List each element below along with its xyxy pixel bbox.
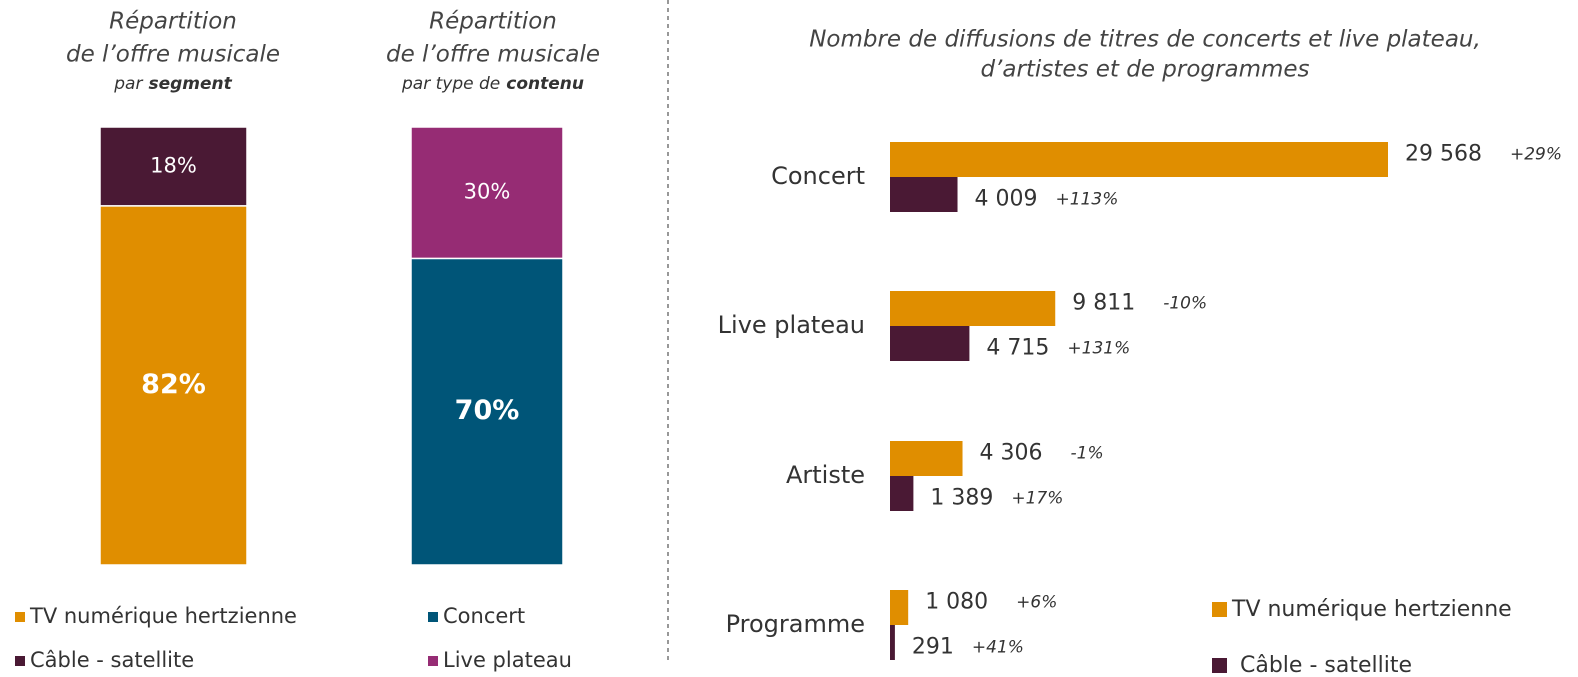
change-label: +6%	[1016, 593, 1057, 613]
data-label: 4 715	[986, 336, 1049, 361]
bar	[890, 177, 958, 212]
bar	[890, 291, 1056, 326]
legend-swatch	[1212, 602, 1227, 617]
bar-segment	[410, 257, 564, 566]
bar	[890, 142, 1388, 177]
chart-title: d’artistes et de programmes	[980, 57, 1309, 83]
legend-swatch	[15, 612, 25, 622]
chart-subtitle: par segment	[113, 74, 232, 94]
data-label: 291	[912, 635, 954, 660]
bar-segment	[410, 126, 564, 260]
subtitle-emphasis: segment	[148, 74, 232, 94]
change-label: +41%	[972, 638, 1024, 658]
data-label: 1 080	[925, 590, 988, 615]
data-label: 70%	[455, 395, 520, 426]
category-label: Programme	[726, 610, 865, 638]
legend-label: TV numérique hertzienne	[1231, 597, 1512, 622]
data-label: 18%	[150, 153, 197, 177]
data-label: 29 568	[1405, 142, 1482, 167]
data-label: 1 389	[930, 486, 993, 511]
bar	[890, 625, 895, 660]
data-label: 9 811	[1072, 291, 1135, 316]
chart-title: Répartition	[429, 9, 557, 35]
legend-label: Concert	[443, 604, 525, 628]
category-label: Live plateau	[718, 311, 865, 339]
change-label: +29%	[1510, 145, 1562, 165]
data-label: 82%	[141, 369, 206, 400]
legend-swatch	[15, 656, 25, 666]
change-label: +113%	[1056, 190, 1119, 210]
legend-label: Câble - satellite	[1240, 653, 1412, 677]
legend-label: Live plateau	[443, 648, 572, 672]
chart-subtitle: par type de contenu	[401, 74, 584, 94]
legend-swatch	[428, 612, 438, 622]
legend-label: Câble - satellite	[30, 648, 194, 672]
subtitle-emphasis: contenu	[506, 74, 584, 94]
change-label: +131%	[1067, 339, 1130, 359]
legend-swatch	[428, 656, 438, 666]
chart-title: Nombre de diffusions de titres de concer…	[809, 27, 1481, 53]
data-label: 4 009	[975, 187, 1038, 212]
change-label: -10%	[1163, 294, 1207, 314]
legend-label: TV numérique hertzienne	[29, 604, 297, 628]
chart-title: de l’offre musicale	[66, 42, 280, 68]
change-label: -1%	[1071, 444, 1104, 464]
subtitle-text: par	[113, 74, 143, 94]
chart-title: Répartition	[109, 9, 237, 35]
chart-title: de l’offre musicale	[386, 42, 600, 68]
change-label: +17%	[1011, 489, 1063, 509]
bar	[890, 326, 970, 361]
bar-segment	[99, 205, 248, 566]
category-label: Artiste	[786, 461, 865, 489]
data-label: 30%	[464, 180, 511, 204]
category-label: Concert	[771, 162, 865, 190]
bar	[890, 441, 963, 476]
legend-swatch	[1212, 658, 1227, 673]
data-label: 4 306	[980, 441, 1043, 466]
bar	[890, 476, 914, 511]
subtitle-text: par type de	[401, 74, 500, 94]
bar-segment	[99, 126, 248, 207]
bar	[890, 590, 909, 625]
